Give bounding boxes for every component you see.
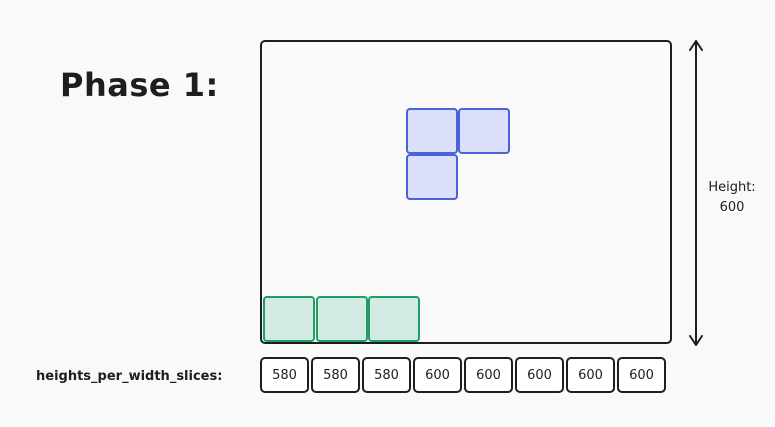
height-label-title: Height:	[708, 180, 756, 195]
slice-cell: 600	[617, 357, 666, 393]
falling-block-bottom-left	[406, 154, 458, 200]
slice-cell: 600	[515, 357, 564, 393]
slice-cell: 580	[260, 357, 309, 393]
slice-cell: 580	[311, 357, 360, 393]
board	[260, 40, 672, 344]
slices-label: heights_per_width_slices:	[36, 369, 223, 384]
settled-block-3	[368, 296, 420, 342]
settled-block-2	[316, 296, 368, 342]
slice-cell: 600	[566, 357, 615, 393]
slices-row: 580 580 580 600 600 600 600 600	[260, 357, 668, 395]
height-label-value: 600	[719, 200, 745, 215]
falling-block-top-right	[458, 108, 510, 154]
settled-block-1	[263, 296, 315, 342]
phase-title: Phase 1:	[60, 66, 219, 104]
slice-cell: 600	[464, 357, 513, 393]
falling-block-top-left	[406, 108, 458, 154]
height-arrow	[689, 40, 703, 346]
slice-cell: 600	[413, 357, 462, 393]
height-label: Height: 600	[702, 178, 762, 218]
slice-cell: 580	[362, 357, 411, 393]
